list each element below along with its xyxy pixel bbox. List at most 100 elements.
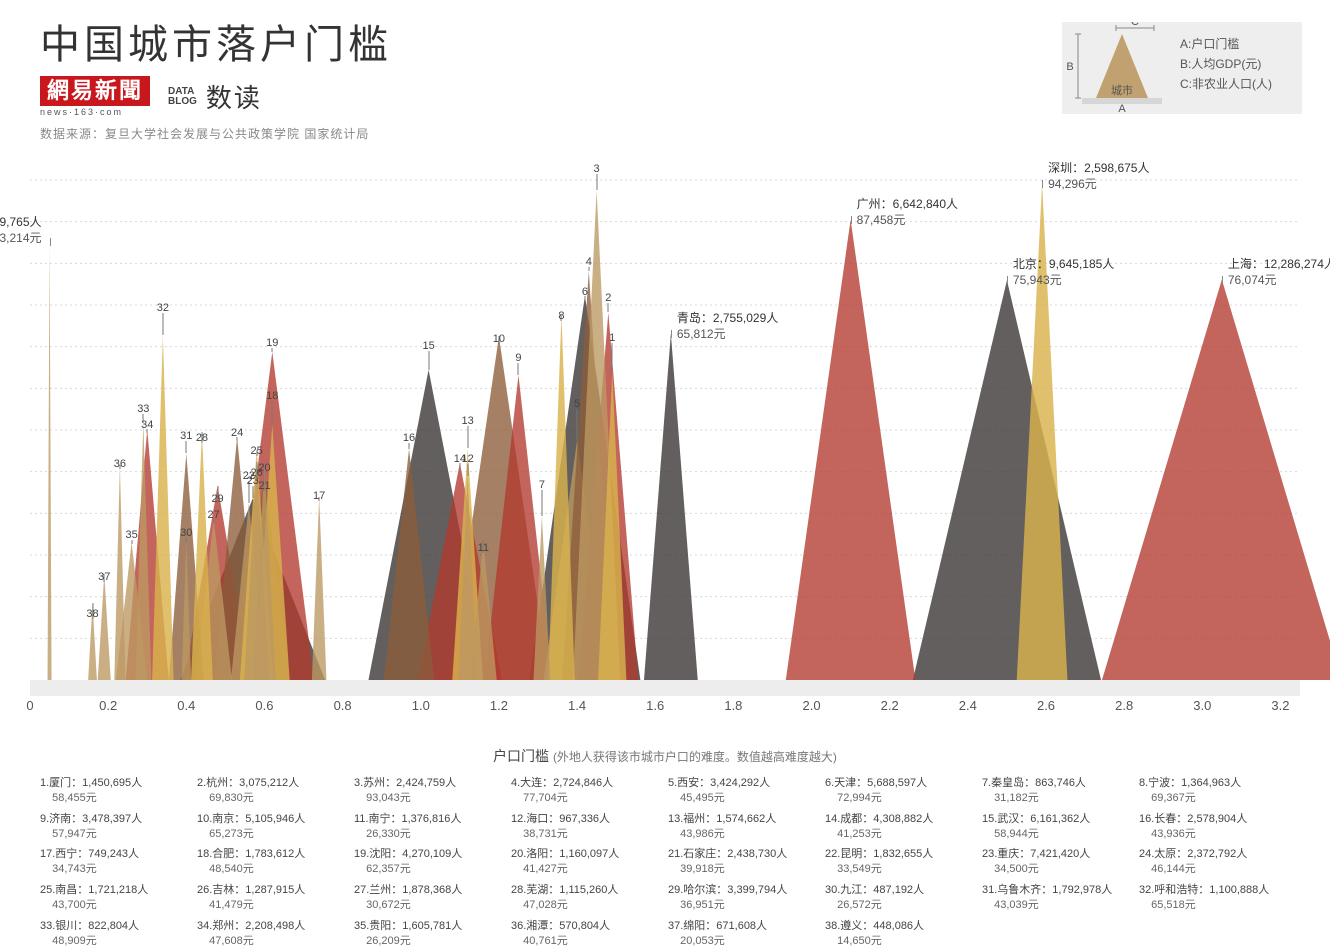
peak-stem (518, 363, 519, 375)
city-table-cell: 28.芜湖：1,115,260人47,028元 (511, 883, 668, 913)
peak-rank-label: 5 (574, 399, 580, 410)
xaxis-tick: 1.0 (412, 698, 430, 713)
xaxis-tick: 2.8 (1115, 698, 1133, 713)
xaxis-tick: 1.4 (568, 698, 586, 713)
xaxis-tick: 3.0 (1193, 698, 1211, 713)
city-table-cell: 16.长春：2,578,904人43,936元 (1139, 812, 1296, 842)
city-table-cell: 14.成都：4,308,882人41,253元 (825, 812, 982, 842)
datablog-logo: DATABLOG (168, 87, 198, 107)
xaxis-subtitle: (外地人获得该市城市户口的难度。数值越高难度越大) (553, 750, 837, 764)
city-table-cell: 19.沈阳：4,270,109人62,357元 (354, 847, 511, 877)
callout-line (50, 238, 51, 246)
peak-rank-label: 31 (180, 431, 192, 442)
peak-rank-label: 16 (403, 433, 415, 444)
xaxis-tick: 0.4 (177, 698, 195, 713)
peak-rank-label: 6 (582, 287, 588, 298)
source-line: 数据来源：复旦大学社会发展与公共政策学院 国家统计局 (40, 125, 392, 142)
city-table-cell: 26.吉林：1,287,915人41,479元 (197, 883, 354, 913)
city-table-cell: 29.哈尔滨：3,399,794人36,951元 (668, 883, 825, 913)
shudu-label: 数读 (206, 78, 262, 115)
city-table-cell: 22.昆明：1,832,655人33,549元 (825, 847, 982, 877)
city-table-cell: 6.天津：5,688,597人72,994元 (825, 776, 982, 806)
city-table-cell: 1.厦门：1,450,695人58,455元 (40, 776, 197, 806)
peak-stem (252, 486, 253, 498)
city-table-cell: 24.太原：2,372,792人46,144元 (1139, 847, 1296, 877)
peak-rank-label: 34 (141, 420, 153, 431)
peak-rank-label: 21 (258, 481, 270, 492)
peak-rank-label: 18 (266, 391, 278, 402)
peak-rank-label: 4 (586, 257, 592, 268)
svg-text:B: B (1066, 61, 1073, 73)
city-callout: 广州：6,642,840人87,458元 (857, 196, 958, 228)
svg-text:城市: 城市 (1111, 83, 1133, 97)
brand-row: 網易新聞 news·163·com DATABLOG 数读 (40, 76, 392, 117)
xaxis-tick: 1.8 (724, 698, 742, 713)
peak-stem (596, 174, 597, 190)
city-table-cell: 21.石家庄：2,438,730人39,918元 (668, 847, 825, 877)
peak-stem (467, 426, 468, 448)
city-table-cell: 9.济南：3,478,397人57,947元 (40, 812, 197, 842)
callout-line (671, 330, 672, 338)
city-table-cell: 33.银川：822,804人48,909元 (40, 919, 197, 949)
city-table-cell: 3.苏州：2,424,759人93,043元 (354, 776, 511, 806)
peak-rank-label: 25 (251, 446, 263, 457)
callout-line (851, 216, 852, 224)
peak-rank-label: 27 (208, 510, 220, 521)
xaxis-tick: 2.4 (959, 698, 977, 713)
peak-stem (541, 490, 542, 516)
xaxis-tick: 0.2 (99, 698, 117, 713)
city-table-cell: 17.西宁：749,243人34,743元 (40, 847, 197, 877)
xaxis-label: 户口门槛 (493, 748, 549, 764)
callout-line (1007, 276, 1008, 284)
peak-rank-label: 8 (558, 311, 564, 322)
city-table-cell: 18.合肥：1,783,612人48,540元 (197, 847, 354, 877)
peak-stem (467, 464, 468, 476)
callout-line (1222, 276, 1223, 284)
xaxis-tick: 0.6 (255, 698, 273, 713)
legend-diagram: 城市 B C A A:户口门槛 B:人均GDP(元) C:非农业人口(人) (1062, 22, 1302, 114)
peak-stem (186, 441, 187, 453)
peak-stem (612, 343, 613, 372)
city-table-cell: 37.绵阳：671,608人20,053元 (668, 919, 825, 949)
peak-rank-label: 13 (462, 416, 474, 427)
peak-rank-label: 11 (478, 543, 489, 554)
triangle-chart (30, 170, 1300, 730)
peak-rank-label: 29 (211, 494, 223, 505)
city-table-cell: 10.南京：5,105,946人65,273元 (197, 812, 354, 842)
peak-rank-label: 37 (98, 572, 110, 583)
svg-text:A:户口门槛: A:户口门槛 (1180, 36, 1239, 51)
peak-rank-label: 17 (313, 491, 325, 502)
peak-rank-label: 36 (114, 459, 126, 470)
city-callout: 上海：12,286,274人76,074元 (1228, 256, 1330, 288)
city-callout: 嘉峪关：169,765人83,214元 (0, 214, 42, 246)
city-callout: 深圳：2,598,675人94,296元 (1048, 160, 1149, 192)
city-table-cell: 12.海口：967,336人38,731元 (511, 812, 668, 842)
peak-rank-label: 10 (493, 334, 505, 345)
peak-stem (577, 409, 578, 441)
peak-rank-label: 3 (594, 164, 600, 175)
city-callout: 青岛：2,755,029人65,812元 (677, 310, 778, 342)
peak-rank-label: 1 (609, 333, 615, 344)
chart-area (30, 170, 1300, 700)
peak-stem (428, 351, 429, 370)
header: 中国城市落户门槛 網易新聞 news·163·com DATABLOG 数读 数… (40, 12, 392, 142)
peak-rank-label: 26 (251, 468, 263, 479)
peak-rank-label: 33 (137, 404, 149, 415)
city-table-cell: 30.九江：487,192人26,572元 (825, 883, 982, 913)
xaxis-tick: 1.2 (490, 698, 508, 713)
xaxis-tick: 1.6 (646, 698, 664, 713)
peak-rank-label: 30 (180, 528, 192, 539)
peak-stem (608, 303, 609, 312)
peak-stem (272, 401, 273, 425)
callout-line (1042, 180, 1043, 188)
page-title: 中国城市落户门槛 (40, 12, 392, 70)
peak-stem (162, 313, 163, 335)
xaxis-tick: 2.6 (1037, 698, 1055, 713)
xaxis-title: 户口门槛 (外地人获得该市城市户口的难度。数值越高难度越大) (0, 746, 1330, 766)
peak-rank-label: 35 (125, 530, 137, 541)
netease-block: 網易新聞 news·163·com (40, 76, 150, 117)
svg-text:A: A (1118, 103, 1126, 114)
peak-rank-label: 9 (515, 353, 521, 364)
city-table-cell: 7.秦皇岛：863,746人31,182元 (982, 776, 1139, 806)
peak-rank-label: 32 (157, 303, 169, 314)
